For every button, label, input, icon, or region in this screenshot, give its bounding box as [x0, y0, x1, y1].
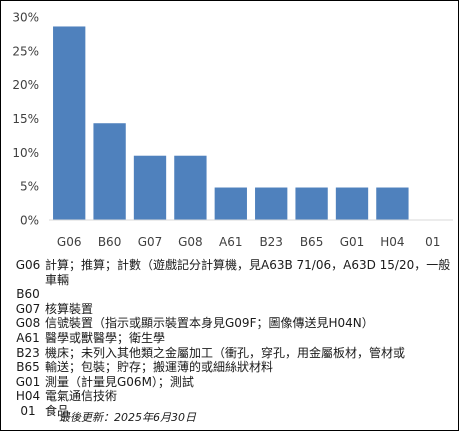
y-tick-label: 20%	[12, 78, 39, 92]
legend-row: G01 測量（計量見G06M）；測試	[11, 375, 455, 390]
legend-row: G08 信號裝置（指示或顯示裝置本身見G09F；圖像傳送見H04N）	[11, 316, 455, 331]
legend-desc	[45, 287, 455, 302]
bar	[174, 155, 207, 220]
last-updated-note: 最後更新：2025年6月30日	[59, 411, 196, 424]
legend-row: 01 食品	[11, 404, 455, 419]
legend-row: B60	[11, 287, 455, 302]
legend-desc: 信號裝置（指示或顯示裝置本身見G09F；圖像傳送見H04N）	[45, 316, 374, 331]
legend-code: H04	[15, 389, 41, 404]
bar	[295, 187, 328, 220]
x-tick-label: H04	[380, 235, 404, 249]
legend-code: A61	[16, 330, 40, 345]
x-tick-label: 01	[425, 235, 440, 249]
x-tick-label: B23	[259, 235, 283, 249]
y-tick-label: 5%	[20, 180, 39, 194]
legend-code: 01	[20, 403, 36, 418]
legend-row: G06 計算；推算；計數（遊戲記分計算機，見A63B 71/06，A63D 15…	[11, 258, 455, 287]
x-tick-label: B60	[98, 235, 122, 249]
bar	[53, 26, 86, 221]
legend-code: G01	[15, 374, 41, 389]
bar-chart: 0% 5% 10% 15% 20% 25% 30% G06 B60 G07 G08 A61 B23 B65…	[12, 11, 453, 249]
legend-row: H04 電氣通信技術	[11, 389, 455, 404]
legend-code: G07	[15, 301, 41, 316]
legend-code: B65	[16, 360, 40, 375]
legend-desc: 測量（計量見G06M）；測試	[45, 374, 194, 389]
bar	[214, 187, 247, 220]
legend-row: G07 核算裝置	[11, 302, 455, 317]
x-tick-label: A61	[219, 235, 242, 249]
x-tick-label: G06	[57, 235, 82, 249]
legend-code: B60	[16, 287, 40, 302]
legend-desc: 食品	[45, 403, 70, 418]
bar	[335, 187, 369, 220]
y-tick-label: 25%	[12, 44, 39, 58]
y-tick-label: 10%	[12, 146, 39, 160]
x-tick-label: G08	[178, 235, 203, 249]
legend-row: A61 醫學或獸醫學；衛生學	[11, 331, 455, 346]
legend-row: B65 輸送；包裝；貯存；搬運薄的或細絲狀材料	[11, 360, 455, 375]
bar	[133, 155, 167, 220]
bar	[93, 123, 126, 220]
x-tick-label: G07	[138, 235, 163, 249]
legend-desc: 核算裝置	[45, 301, 94, 316]
legend-desc: 機床；未列入其他類之金屬加工（衝孔，穿孔，用金屬板材，管材或	[45, 345, 406, 360]
legend-desc: 輸送；包裝；貯存；搬運薄的或細絲狀材料	[45, 360, 274, 375]
x-tick-label: G01	[340, 235, 365, 249]
legend-code: G08	[15, 316, 41, 331]
legend-row: B23 機床；未列入其他類之金屬加工（衝孔，穿孔，用金屬板材，管材或	[11, 346, 455, 361]
legend-desc: 計算；推算；計數（遊戲記分計算機，見A63B 71/06，A63D 15/20，…	[45, 258, 451, 287]
bar	[255, 187, 288, 220]
x-tick-label: B65	[300, 235, 324, 249]
legend-code: G06	[15, 258, 41, 272]
y-tick-label: 0%	[20, 214, 39, 228]
legend-desc: 電氣通信技術	[45, 389, 118, 404]
y-tick-label: 15%	[12, 112, 39, 126]
y-tick-label: 30%	[12, 11, 39, 25]
legend-desc: 醫學或獸醫學；衛生學	[45, 330, 166, 345]
ipc-legend: G06 計算；推算；計數（遊戲記分計算機，見A63B 71/06，A63D 15…	[11, 258, 455, 419]
bar	[376, 187, 409, 220]
legend-code: B23	[16, 345, 40, 360]
